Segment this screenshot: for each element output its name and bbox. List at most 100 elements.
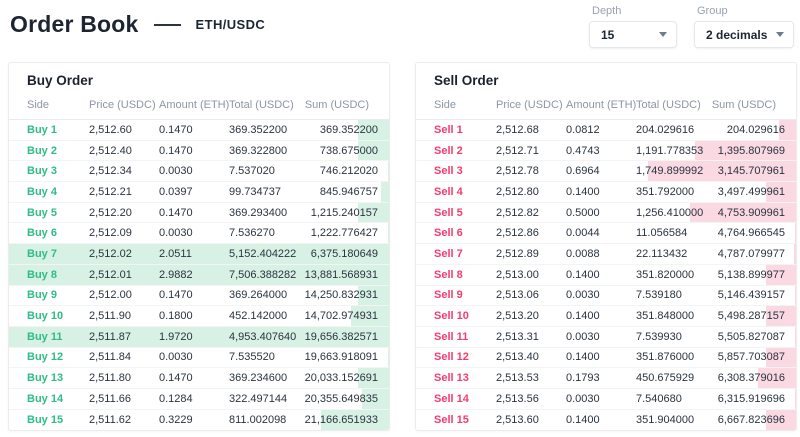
buy-order-row[interactable]: Buy 14 2,511.66 0.1284 322.497144 20,355.649… (9, 388, 389, 410)
group-select[interactable]: 2 decimals (694, 21, 794, 48)
sell-side-cell: Sell 14 (434, 392, 469, 405)
sell-sum-cell: 4,764.966545 (717, 227, 785, 240)
sell-total-cell: 351.876000 (636, 351, 695, 364)
sell-panel-title: Sell Order (434, 73, 499, 88)
buy-amount-cell: 0.3229 (159, 413, 193, 426)
buy-order-row[interactable]: Buy 7 2,512.02 2.0511 5,152.404222 6,375.180… (9, 244, 389, 265)
buy-order-row[interactable]: Buy 1 2,512.60 0.1470 369.352200 369.352200 (9, 120, 389, 141)
buy-side-cell: Buy 12 (27, 351, 64, 364)
sell-price-cell: 2,512.78 (496, 165, 539, 178)
buy-order-row[interactable]: Buy 9 2,512.00 0.1470 369.264000 14,250.8329… (9, 285, 389, 307)
buy-table-header: Side Price (USDC) Amount (ETH) Total (US… (9, 94, 389, 120)
column-header-total: Total (USDC) (229, 99, 294, 111)
buy-side-cell: Buy 3 (27, 165, 57, 178)
buy-order-row[interactable]: Buy 5 2,512.20 0.1470 369.293400 1,215.24015… (9, 202, 389, 224)
buy-sum-cell: 19,663.918091 (304, 351, 378, 364)
sell-order-row[interactable]: Sell 15 2,513.60 0.1400 351.904000 6,667.823… (416, 409, 796, 430)
sell-price-cell: 2,512.71 (496, 144, 539, 157)
sell-order-panel: Sell Order Side Price (USDC) Amount (ETH… (415, 62, 797, 431)
sell-order-row[interactable]: Sell 4 2,512.80 0.1400 351.792000 3,497.4999… (416, 182, 796, 203)
sell-depth-bar (695, 140, 796, 161)
sell-order-row[interactable]: Sell 2 2,512.71 0.4743 1,191.778353 1,395.80… (416, 140, 796, 162)
buy-order-row[interactable]: Buy 8 2,512.01 2.9882 7,506.388282 13,881.56… (9, 264, 389, 286)
sell-sum-cell: 5,138.899977 (717, 268, 785, 281)
depth-select[interactable]: 15 (589, 21, 677, 48)
buy-depth-bar (380, 182, 389, 202)
buy-order-panel: Buy Order Side Price (USDC) Amount (ETH)… (8, 62, 390, 431)
buy-price-cell: 2,512.60 (89, 123, 132, 136)
buy-price-cell: 2,511.84 (89, 351, 132, 364)
buy-amount-cell: 0.1284 (159, 392, 193, 405)
sell-order-row[interactable]: Sell 13 2,513.53 0.1793 450.675929 6,308.379… (416, 368, 796, 389)
chevron-down-icon (659, 32, 667, 37)
sell-depth-bar (766, 306, 796, 326)
sell-order-row[interactable]: Sell 7 2,512.89 0.0088 22.113432 4,787.07997… (416, 244, 796, 265)
sell-price-cell: 2,513.60 (496, 413, 539, 426)
buy-order-row[interactable]: Buy 12 2,511.84 0.0030 7.535520 19,663.91809… (9, 347, 389, 369)
sell-order-row[interactable]: Sell 1 2,512.68 0.0812 204.029616 204.029616 (416, 120, 796, 141)
buy-total-cell: 4,953.407640 (229, 330, 297, 343)
column-header-side: Side (27, 99, 50, 111)
buy-order-row[interactable]: Buy 4 2,512.21 0.0397 99.734737 845.946757 (9, 182, 389, 203)
buy-order-row[interactable]: Buy 11 2,511.87 1.9720 4,953.407640 19,656.3… (9, 326, 389, 348)
column-header-price: Price (USDC) (89, 99, 156, 111)
sell-order-row[interactable]: Sell 5 2,512.82 0.5000 1,256.410000 4,753.90… (416, 202, 796, 224)
sell-sum-cell: 5,498.287157 (717, 310, 785, 323)
buy-side-cell: Buy 5 (27, 206, 57, 219)
sell-order-row[interactable]: Sell 9 2,513.06 0.0030 7.539180 5,146.439157 (416, 285, 796, 307)
sell-order-row[interactable]: Sell 11 2,513.31 0.0030 7.539930 5,505.82708… (416, 326, 796, 348)
buy-sum-cell: 738.675000 (319, 144, 378, 157)
sell-sum-cell: 6,308.379016 (717, 372, 785, 385)
sell-side-cell: Sell 1 (434, 123, 463, 136)
sell-amount-cell: 0.6964 (566, 165, 600, 178)
buy-depth-bar (9, 264, 389, 285)
sell-order-row[interactable]: Sell 10 2,513.20 0.1400 351.848000 5,498.287… (416, 306, 796, 327)
buy-order-row[interactable]: Buy 2 2,512.40 0.1470 369.322800 738.675000 (9, 140, 389, 162)
buy-amount-cell: 0.1470 (159, 144, 193, 157)
sell-amount-cell: 0.0044 (566, 227, 600, 240)
buy-depth-bar (357, 202, 389, 223)
sell-total-cell: 351.848000 (636, 310, 695, 323)
sell-total-cell: 1,191.778353 (636, 144, 704, 157)
sell-amount-cell: 0.5000 (566, 206, 600, 219)
sell-side-cell: Sell 9 (434, 289, 463, 302)
sell-price-cell: 2,513.00 (496, 268, 539, 281)
buy-total-cell: 7,506.388282 (229, 268, 297, 281)
buy-order-row[interactable]: Buy 13 2,511.80 0.1470 369.234600 20,033.152… (9, 368, 389, 389)
buy-sum-cell: 20,033.152691 (304, 372, 378, 385)
sell-side-cell: Sell 13 (434, 372, 469, 385)
buy-order-row[interactable]: Buy 15 2,511.62 0.3229 811.002098 21,166.651… (9, 409, 389, 430)
buy-price-cell: 2,511.66 (89, 392, 132, 405)
sell-side-cell: Sell 5 (434, 206, 463, 219)
sell-amount-cell: 0.1400 (566, 310, 600, 323)
buy-total-cell: 7.537020 (229, 165, 275, 178)
buy-order-row[interactable]: Buy 6 2,512.09 0.0030 7.536270 1,222.776427 (9, 223, 389, 245)
buy-order-row[interactable]: Buy 3 2,512.34 0.0030 7.537020 746.212020 (9, 161, 389, 183)
buy-side-cell: Buy 15 (27, 413, 64, 426)
sell-depth-bar (689, 202, 796, 223)
buy-order-row[interactable]: Buy 10 2,511.90 0.1800 452.142000 14,702.974… (9, 306, 389, 327)
sell-order-row[interactable]: Sell 3 2,512.78 0.6964 1,749.899992 3,145.70… (416, 161, 796, 183)
buy-price-cell: 2,511.62 (89, 413, 132, 426)
buy-price-cell: 2,512.01 (89, 268, 132, 281)
sell-side-cell: Sell 12 (434, 351, 469, 364)
sell-price-cell: 2,512.89 (496, 247, 539, 260)
sell-total-cell: 7.540680 (636, 392, 682, 405)
sell-order-row[interactable]: Sell 14 2,513.56 0.0030 7.540680 6,315.91969… (416, 388, 796, 410)
column-header-amount: Amount (ETH) (159, 99, 230, 111)
sell-side-cell: Sell 7 (434, 247, 463, 260)
sell-table-header: Side Price (USDC) Amount (ETH) Total (US… (416, 94, 796, 120)
sell-price-cell: 2,513.20 (496, 310, 539, 323)
buy-price-cell: 2,511.90 (89, 310, 132, 323)
title-dash-divider (153, 23, 181, 26)
buy-total-cell: 322.497144 (229, 392, 288, 405)
buy-sum-cell: 20,355.649835 (304, 392, 378, 405)
sell-order-row[interactable]: Sell 12 2,513.40 0.1400 351.876000 5,857.703… (416, 347, 796, 369)
buy-side-cell: Buy 8 (27, 268, 57, 281)
buy-amount-cell: 0.1800 (159, 310, 193, 323)
sell-total-cell: 351.904000 (636, 413, 695, 426)
sell-order-row[interactable]: Sell 6 2,512.86 0.0044 11.056584 4,764.96654… (416, 223, 796, 245)
buy-amount-cell: 0.1470 (159, 289, 193, 302)
sell-order-row[interactable]: Sell 8 2,513.00 0.1400 351.820000 5,138.8999… (416, 264, 796, 286)
sell-table-body: Sell 1 2,512.68 0.0812 204.029616 204.029616… (416, 120, 796, 430)
